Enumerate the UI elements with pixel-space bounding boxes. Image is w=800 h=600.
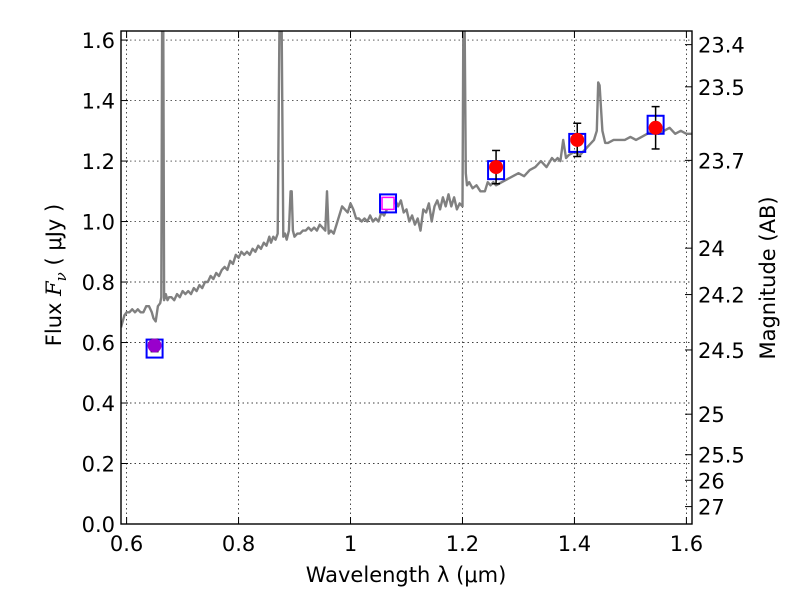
measurement-point [147,338,162,353]
y2-tick-label: 26 [698,469,725,493]
spectrum-line [121,31,692,328]
y2-tick-label: 25 [698,403,725,427]
y-tick-label: 1.0 [82,211,115,235]
y2-tick-label: 27 [698,496,725,520]
measurement-point [648,120,663,135]
y-tick-label: 0.0 [82,513,115,537]
marker-layer [145,105,665,359]
y2-tick-label: 24.2 [698,284,745,308]
y-axis-label-subscript: ν [52,272,70,281]
y2-tick-label: 23.4 [698,34,745,58]
y2-tick-label: 23.7 [698,149,745,173]
x-tick-label: 0.6 [110,532,143,556]
x-tick-label: 1.4 [558,532,591,556]
y-tick-label: 1.2 [82,150,115,174]
x-axis-ticks: 0.6 0.8 1 1.2 1.4 1.6 [110,31,703,556]
x-tick-label: 1 [344,532,357,556]
spectrum-layer [121,31,692,328]
y-tick-label: 0.6 [82,332,115,356]
y2-tick-label: 24 [698,237,725,261]
y-tick-label: 0.2 [82,453,115,477]
y-axis-label-symbol: F [42,280,66,297]
model-photometry-square [379,193,398,214]
measurement-point [489,160,504,175]
y-axis-ticks: 0.0 0.2 0.4 0.6 0.8 1.0 1.2 1.4 1.6 [82,29,128,537]
y-axis-label-right: ( μJy ) [42,204,66,272]
plot-frame [120,30,693,525]
y2-axis-ticks: 23.4 23.5 23.7 24 24.2 24.5 25 25.526 27 [685,34,745,520]
y-tick-label: 1.4 [82,90,115,114]
measurement-point [570,132,585,147]
y-tick-label: 1.6 [82,29,115,53]
y2-tick-label: 23.5 [698,76,745,100]
grid-lines [121,31,692,525]
y-tick-label: 0.8 [82,271,115,295]
y-axis-label: Flux Fν ( μJy ) [42,204,70,346]
y2-tick-label: 25.5 [698,444,745,468]
y2-axis-label: Magnitude (AB) [756,196,780,359]
y-axis-label-left: Flux [42,296,66,346]
y2-tick-label: 24.5 [698,339,745,363]
measurement-open-square [381,196,395,211]
x-tick-label: 0.8 [222,532,255,556]
x-tick-label: 1.2 [446,532,479,556]
y-tick-label: 0.4 [82,392,115,416]
x-tick-label: 1.6 [670,532,703,556]
x-axis-label: Wavelength λ (μm) [306,563,507,587]
